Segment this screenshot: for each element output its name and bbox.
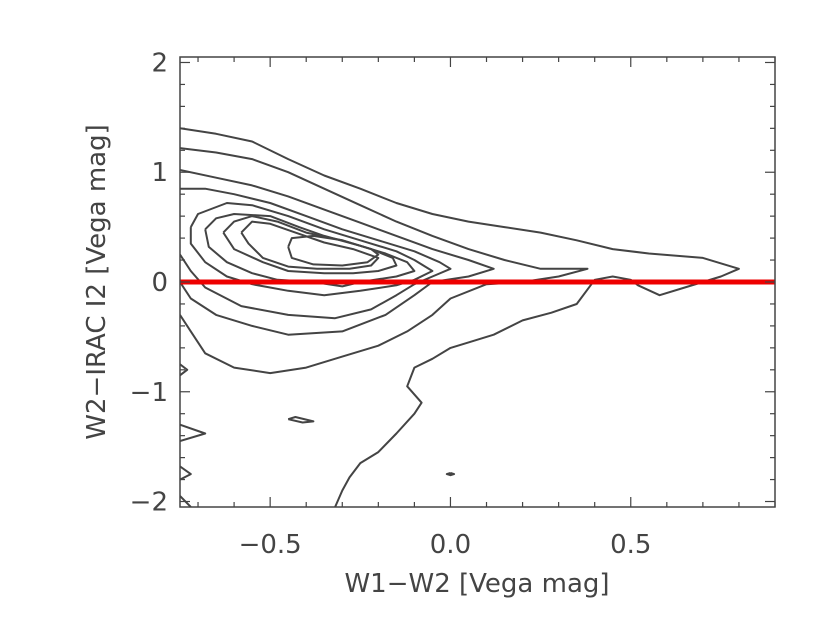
y-tick-labels: 2 1 0 −1 −2 [130, 48, 168, 517]
x-tick-label: −0.5 [239, 530, 302, 560]
contour-island-1 [287, 416, 315, 424]
y-tick-label: 0 [151, 268, 168, 298]
contour-edge-fragment-2 [180, 423, 207, 443]
y-axis-title: W2−IRAC I2 [Vega mag] [82, 124, 112, 439]
y-tick-label: 1 [151, 158, 168, 188]
contour-level-4 [180, 187, 452, 320]
axis-ticks [180, 57, 776, 507]
x-tick-labels: −0.5 0.0 0.5 [239, 530, 652, 560]
x-axis-title: W1−W2 [Vega mag] [344, 569, 609, 599]
contour-level-2 [180, 147, 589, 375]
contour-level-9 [287, 234, 380, 267]
contour-level-6 [204, 213, 416, 288]
contour-edge-fragment-3 [180, 465, 192, 481]
contour-level-8 [240, 220, 380, 270]
contour-dot [445, 472, 456, 477]
y-tick-label: −2 [130, 488, 168, 518]
contour-lines [180, 127, 740, 507]
contour-edge-fragment-1 [180, 363, 189, 377]
y-tick-label: −1 [130, 378, 168, 408]
y-tick-label: 2 [151, 48, 168, 78]
contour-level-5 [189, 202, 434, 297]
contour-level-3 [180, 169, 495, 336]
x-tick-label: 0.5 [610, 530, 651, 560]
contour-level-1 [180, 127, 740, 507]
x-tick-label: 0.0 [430, 530, 471, 560]
contour-level-7 [222, 215, 398, 275]
